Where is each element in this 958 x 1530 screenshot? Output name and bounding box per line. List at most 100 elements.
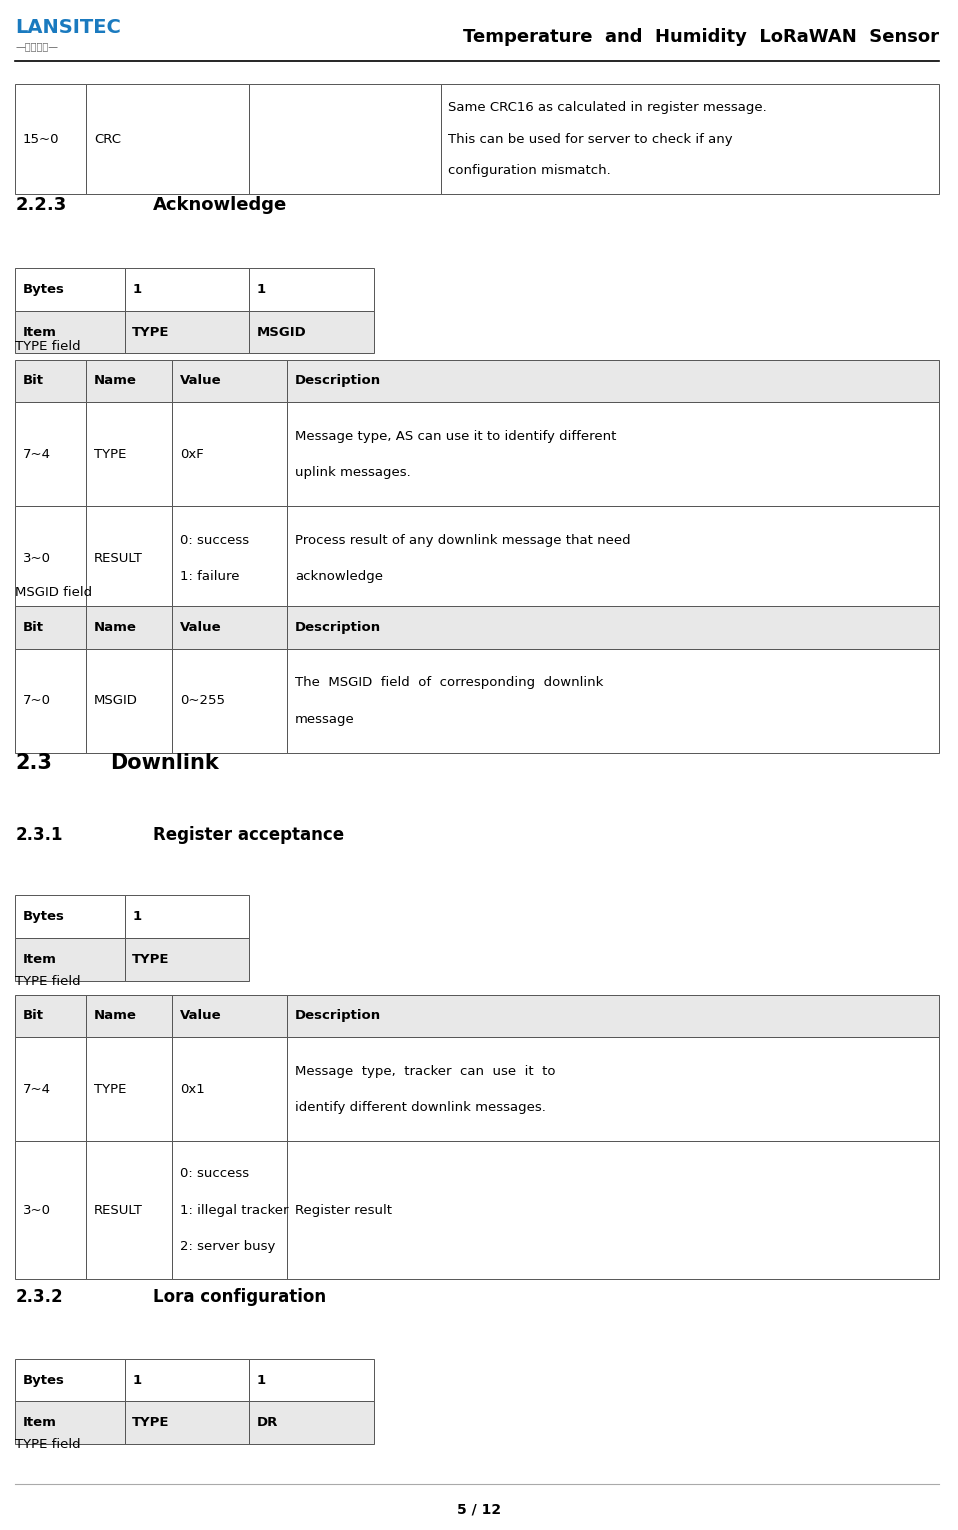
Text: RESULT: RESULT — [94, 552, 143, 565]
Bar — [172, 402, 287, 506]
Text: 0: success: 0: success — [180, 534, 249, 546]
Bar — [172, 506, 287, 610]
Text: MSGID field: MSGID field — [15, 586, 93, 598]
Text: 1: illegal tracker: 1: illegal tracker — [180, 1204, 288, 1216]
Text: —几得场娲—: —几得场娲— — [15, 41, 58, 52]
Text: 1: 1 — [257, 283, 266, 295]
Bar — [287, 360, 939, 402]
Text: TYPE field: TYPE field — [15, 1438, 81, 1450]
Bar — [125, 1359, 249, 1401]
Text: LANSITEC: LANSITEC — [15, 18, 122, 37]
Text: Bit: Bit — [23, 621, 44, 633]
Text: Register result: Register result — [295, 1204, 392, 1216]
Text: 1: failure: 1: failure — [180, 571, 240, 583]
Bar — [15, 1401, 125, 1444]
Text: message: message — [295, 713, 354, 725]
Bar — [86, 1141, 172, 1279]
Text: 0~255: 0~255 — [180, 695, 225, 707]
Text: acknowledge: acknowledge — [295, 571, 383, 583]
Text: 15~0: 15~0 — [23, 133, 59, 145]
Bar — [125, 1401, 249, 1444]
Text: Name: Name — [94, 375, 137, 387]
Bar — [15, 506, 86, 610]
Text: Downlink: Downlink — [110, 753, 219, 773]
Text: 2.3.2: 2.3.2 — [15, 1288, 63, 1307]
Text: 5 / 12: 5 / 12 — [457, 1502, 501, 1516]
Bar — [15, 938, 125, 981]
Text: CRC: CRC — [94, 133, 121, 145]
Text: TYPE: TYPE — [132, 326, 170, 338]
Bar — [287, 994, 939, 1037]
Text: Bit: Bit — [23, 1010, 44, 1022]
Bar — [86, 994, 172, 1037]
Bar — [172, 994, 287, 1037]
Text: RESULT: RESULT — [94, 1204, 143, 1216]
Text: Name: Name — [94, 621, 137, 633]
Text: 0: success: 0: success — [180, 1167, 249, 1180]
Bar — [86, 1037, 172, 1141]
Bar — [86, 506, 172, 610]
Bar — [86, 360, 172, 402]
Text: Value: Value — [180, 1010, 221, 1022]
Bar — [172, 649, 287, 753]
Bar — [172, 1037, 287, 1141]
Bar — [15, 84, 86, 194]
Text: TYPE: TYPE — [132, 1417, 170, 1429]
Text: TYPE: TYPE — [94, 448, 126, 461]
Bar — [15, 606, 86, 649]
Bar — [441, 84, 939, 194]
Text: MSGID: MSGID — [94, 695, 138, 707]
Bar — [15, 994, 86, 1037]
Text: 1: 1 — [132, 283, 142, 295]
Text: Register acceptance: Register acceptance — [153, 826, 345, 845]
Text: Same CRC16 as calculated in register message.: Same CRC16 as calculated in register mes… — [448, 101, 767, 115]
Bar — [15, 895, 125, 938]
Bar — [86, 402, 172, 506]
Text: MSGID: MSGID — [257, 326, 307, 338]
Bar — [15, 360, 86, 402]
Text: 1: 1 — [132, 1374, 142, 1386]
Text: DR: DR — [257, 1417, 278, 1429]
Text: Temperature  and  Humidity  LoRaWAN  Sensor: Temperature and Humidity LoRaWAN Sensor — [463, 28, 939, 46]
Text: 3~0: 3~0 — [23, 552, 51, 565]
Bar — [15, 1141, 86, 1279]
Bar — [249, 268, 374, 311]
Text: Bytes: Bytes — [23, 910, 65, 923]
Bar — [287, 1037, 939, 1141]
Text: Value: Value — [180, 621, 221, 633]
Text: Name: Name — [94, 1010, 137, 1022]
Text: Message  type,  tracker  can  use  it  to: Message type, tracker can use it to — [295, 1065, 556, 1077]
Bar — [15, 1037, 86, 1141]
Bar — [287, 506, 939, 610]
Text: Lora configuration: Lora configuration — [153, 1288, 327, 1307]
Text: Description: Description — [295, 375, 381, 387]
Text: Bytes: Bytes — [23, 1374, 65, 1386]
Bar — [287, 606, 939, 649]
Bar — [86, 649, 172, 753]
Bar — [287, 1141, 939, 1279]
Bar — [86, 84, 249, 194]
Bar — [15, 649, 86, 753]
Text: 2.2.3: 2.2.3 — [15, 196, 66, 214]
Text: TYPE: TYPE — [132, 953, 170, 965]
Text: 0xF: 0xF — [180, 448, 204, 461]
Text: 1: 1 — [257, 1374, 266, 1386]
Bar — [86, 606, 172, 649]
Bar — [172, 606, 287, 649]
Text: Acknowledge: Acknowledge — [153, 196, 287, 214]
Bar — [249, 311, 374, 353]
Text: 2: server busy: 2: server busy — [180, 1241, 276, 1253]
Text: 3~0: 3~0 — [23, 1204, 51, 1216]
Text: Value: Value — [180, 375, 221, 387]
Text: Item: Item — [23, 953, 57, 965]
Bar — [125, 268, 249, 311]
Text: Process result of any downlink message that need: Process result of any downlink message t… — [295, 534, 630, 546]
Text: This can be used for server to check if any: This can be used for server to check if … — [448, 133, 733, 145]
Bar — [172, 360, 287, 402]
Text: 0x1: 0x1 — [180, 1083, 205, 1095]
Bar — [287, 402, 939, 506]
Bar — [15, 268, 125, 311]
Bar — [125, 938, 249, 981]
Bar — [249, 84, 441, 194]
Text: Bit: Bit — [23, 375, 44, 387]
